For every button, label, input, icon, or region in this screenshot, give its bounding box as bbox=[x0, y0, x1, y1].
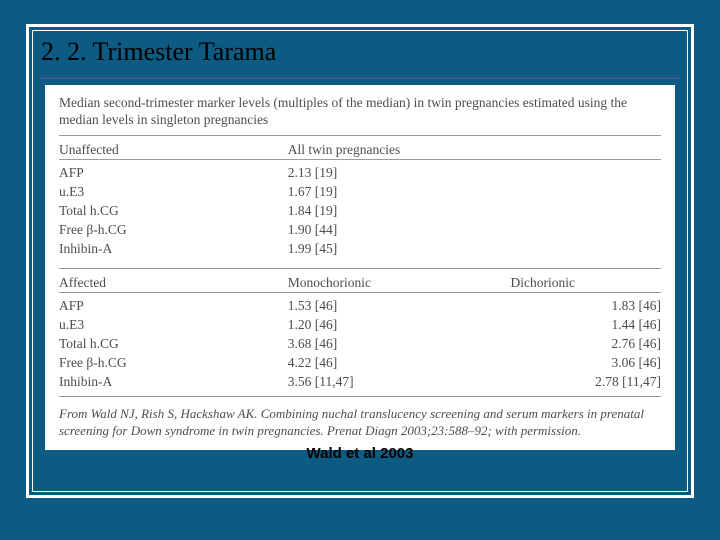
value-cell: 1.84 [19] bbox=[288, 201, 511, 220]
col-header-affected: Affected bbox=[59, 268, 288, 293]
col-header-blank bbox=[510, 135, 661, 160]
value-cell: 2.13 [19] bbox=[288, 163, 511, 182]
value-cell: 2.78 [11,47] bbox=[510, 372, 661, 396]
slide-inner-frame: 2. 2. Trimester Tarama Median second-tri… bbox=[32, 30, 688, 492]
value-cell: 1.83 [46] bbox=[510, 296, 661, 315]
attribution-text: Wald et al 2003 bbox=[33, 445, 687, 462]
value-cell: 1.20 [46] bbox=[288, 315, 511, 334]
marker-cell: Total h.CG bbox=[59, 201, 288, 220]
marker-cell: Inhibin-A bbox=[59, 239, 288, 258]
value-cell: 3.56 [11,47] bbox=[288, 372, 511, 396]
table-row: Inhibin-A1.99 [45] bbox=[59, 239, 661, 258]
title-underline bbox=[41, 77, 679, 79]
slide-outer-frame: 2. 2. Trimester Tarama Median second-tri… bbox=[26, 24, 694, 498]
value-cell: 3.06 [46] bbox=[510, 353, 661, 372]
marker-cell: Free β-h.CG bbox=[59, 220, 288, 239]
marker-cell: Inhibin-A bbox=[59, 372, 288, 396]
table-row: Free β-h.CG1.90 [44] bbox=[59, 220, 661, 239]
table-row: Total h.CG1.84 [19] bbox=[59, 201, 661, 220]
table-row: u.E31.67 [19] bbox=[59, 182, 661, 201]
col-header-all-twins: All twin pregnancies bbox=[288, 135, 511, 160]
marker-cell: Free β-h.CG bbox=[59, 353, 288, 372]
table-row: Inhibin-A3.56 [11,47]2.78 [11,47] bbox=[59, 372, 661, 396]
value-cell: 3.68 [46] bbox=[288, 334, 511, 353]
data-table: Unaffected All twin pregnancies AFP2.13 … bbox=[59, 135, 661, 400]
table-row: u.E31.20 [46]1.44 [46] bbox=[59, 315, 661, 334]
value-cell: 4.22 [46] bbox=[288, 353, 511, 372]
value-cell: 1.90 [44] bbox=[288, 220, 511, 239]
slide-title: 2. 2. Trimester Tarama bbox=[41, 37, 276, 67]
value-cell: 1.99 [45] bbox=[288, 239, 511, 258]
source-note: From Wald NJ, Rish S, Hackshaw AK. Combi… bbox=[59, 406, 661, 440]
value-cell: 2.76 [46] bbox=[510, 334, 661, 353]
table-row: AFP2.13 [19] bbox=[59, 163, 661, 182]
table-container: Median second-trimester marker levels (m… bbox=[45, 85, 675, 450]
value-cell: 1.53 [46] bbox=[288, 296, 511, 315]
col-header-dichorionic: Dichorionic bbox=[510, 268, 661, 293]
value-cell: 1.67 [19] bbox=[288, 182, 511, 201]
marker-cell: Total h.CG bbox=[59, 334, 288, 353]
marker-cell: AFP bbox=[59, 296, 288, 315]
table-caption: Median second-trimester marker levels (m… bbox=[59, 95, 661, 129]
value-cell: 1.44 [46] bbox=[510, 315, 661, 334]
marker-cell: u.E3 bbox=[59, 315, 288, 334]
marker-cell: u.E3 bbox=[59, 182, 288, 201]
table-row: AFP1.53 [46]1.83 [46] bbox=[59, 296, 661, 315]
col-header-unaffected: Unaffected bbox=[59, 135, 288, 160]
marker-cell: AFP bbox=[59, 163, 288, 182]
col-header-monochorionic: Monochorionic bbox=[288, 268, 511, 293]
table-row: Total h.CG3.68 [46]2.76 [46] bbox=[59, 334, 661, 353]
table-row: Free β-h.CG4.22 [46]3.06 [46] bbox=[59, 353, 661, 372]
